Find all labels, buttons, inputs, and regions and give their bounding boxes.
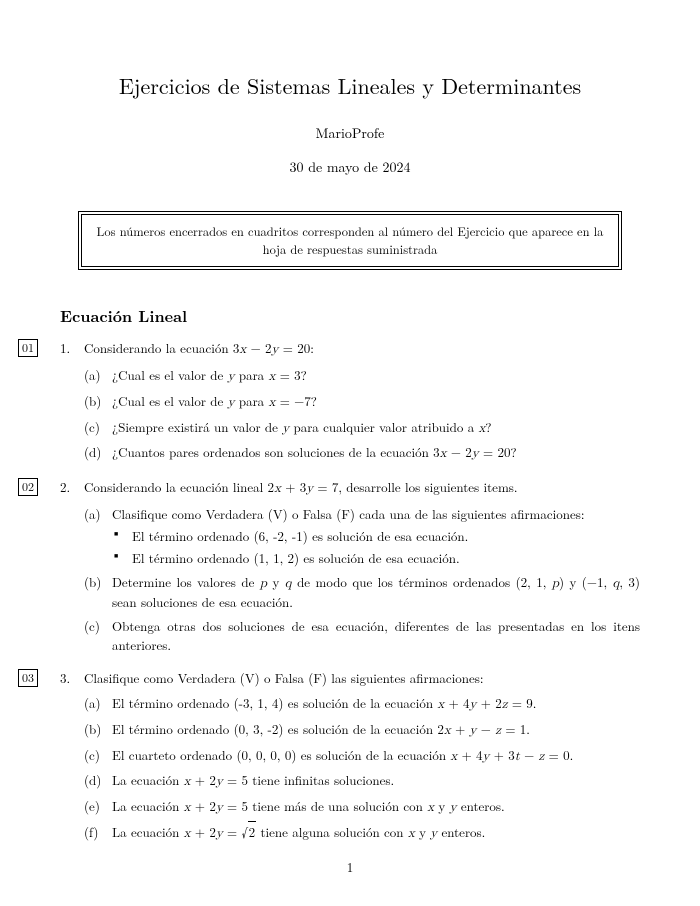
exercise-03: 03 3. Clasifique como Verdadera (V) o Fa… <box>60 669 640 844</box>
sub-item: (f) La ecuación x + 2y = √2 tiene alguna… <box>112 823 640 844</box>
sub-item-text: Clasifique como Verdadera (V) o Falsa (F… <box>112 504 585 523</box>
sub-item-label: (a) <box>84 366 101 385</box>
notice-text: Los números encerrados en cuadritos corr… <box>81 214 619 267</box>
sub-item: (a) El término ordenado (-3, 1, 4) es so… <box>112 694 640 715</box>
sub-item-label: (b) <box>84 720 101 739</box>
exercise-tag: 02 <box>18 478 38 496</box>
exercise-number: 1. <box>60 339 70 358</box>
exercise-intro: Considerando la ecuación lineal 2x + 3y … <box>84 477 518 496</box>
sub-item-text: La ecuación x + 2y = 5 tiene infinitas s… <box>112 770 394 789</box>
bullet-item: El término ordenado (1, 1, 2) es solució… <box>132 549 640 568</box>
sub-item: (c) ¿Siempre existirá un valor de y para… <box>112 418 640 439</box>
sub-item-label: (d) <box>84 443 101 462</box>
sub-item-label: (a) <box>84 694 101 713</box>
sub-item-label: (b) <box>84 573 101 592</box>
exercise-body: 2. Considerando la ecuación lineal 2x + … <box>60 478 640 655</box>
document-page: Ejercicios de Sistemas Lineales y Determ… <box>0 0 700 906</box>
exercise-subitems: (a) ¿Cual es el valor de y para x = 3? (… <box>84 366 640 464</box>
document-title: Ejercicios de Sistemas Lineales y Determ… <box>60 70 640 101</box>
page-number: 1 <box>0 857 700 876</box>
exercise-intro: Clasifique como Verdadera (V) o Falsa (F… <box>84 668 484 687</box>
sub-item-text: La ecuación x + 2y = 5 tiene más de una … <box>112 796 505 815</box>
sub-item-label: (c) <box>84 418 100 437</box>
sub-item-label: (d) <box>84 771 101 790</box>
document-date: 30 de mayo de 2024 <box>60 157 640 177</box>
sub-item-text: ¿Siempre existirá un valor de y para cua… <box>112 417 492 436</box>
sub-item: (d) La ecuación x + 2y = 5 tiene infinit… <box>112 771 640 792</box>
sub-item-label: (e) <box>84 797 100 816</box>
exercise-subitems: (a) Clasifique como Verdadera (V) o Fals… <box>84 505 640 655</box>
sub-item: (b) Determine los valores de p y q de mo… <box>112 573 640 613</box>
sub-item: (c) Obtenga otras dos soluciones de esa … <box>112 617 640 655</box>
sub-item-text: El cuarteto ordenado (0, 0, 0, 0) es sol… <box>112 745 573 764</box>
notice-box: Los números encerrados en cuadritos corr… <box>78 211 622 270</box>
sub-item-text: Obtenga otras dos soluciones de esa ecua… <box>112 616 640 654</box>
sub-item: (b) El término ordenado (0, 3, -2) es so… <box>112 720 640 741</box>
exercise-intro: Considerando la ecuación 3x − 2y = 20: <box>84 338 314 357</box>
sub-item-label: (b) <box>84 392 101 411</box>
sub-item-label: (a) <box>84 505 101 524</box>
sub-item-label: (c) <box>84 746 100 765</box>
exercise-number: 2. <box>60 478 70 497</box>
document-author: MarioProfe <box>60 123 640 143</box>
sub-item: (b) ¿Cual es el valor de y para x = −7? <box>112 392 640 413</box>
bullet-list: El término ordenado (6, -2, -1) es soluc… <box>112 527 640 568</box>
section-heading: Ecuación Lineal <box>60 304 640 327</box>
sub-item-text: ¿Cuantos pares ordenados son soluciones … <box>112 442 517 461</box>
sub-item-text: ¿Cual es el valor de y para x = 3? <box>112 365 307 384</box>
exercise-tag: 01 <box>18 339 38 357</box>
sub-item-text: ¿Cual es el valor de y para x = −7? <box>112 391 317 410</box>
sub-item: (e) La ecuación x + 2y = 5 tiene más de … <box>112 797 640 818</box>
sub-item-text: El término ordenado (-3, 1, 4) es soluci… <box>112 693 536 712</box>
sub-item: (a) Clasifique como Verdadera (V) o Fals… <box>112 505 640 568</box>
sub-item: (d) ¿Cuantos pares ordenados son solucio… <box>112 443 640 464</box>
sub-item-label: (c) <box>84 617 100 636</box>
sub-item-text: La ecuación x + 2y = √2 tiene alguna sol… <box>112 822 485 841</box>
sub-item: (a) ¿Cual es el valor de y para x = 3? <box>112 366 640 387</box>
bullet-item: El término ordenado (6, -2, -1) es soluc… <box>132 527 640 546</box>
sub-item: (c) El cuarteto ordenado (0, 0, 0, 0) es… <box>112 746 640 767</box>
sub-item-text: Determine los valores de p y q de modo q… <box>112 572 640 612</box>
exercise-body: 3. Clasifique como Verdadera (V) o Falsa… <box>60 669 640 844</box>
exercise-tag: 03 <box>18 669 38 687</box>
exercise-01: 01 1. Considerando la ecuación 3x − 2y =… <box>60 339 640 464</box>
sub-item-text: El término ordenado (0, 3, -2) es soluci… <box>112 719 530 738</box>
exercise-body: 1. Considerando la ecuación 3x − 2y = 20… <box>60 339 640 464</box>
exercise-number: 3. <box>60 669 70 688</box>
exercise-02: 02 2. Considerando la ecuación lineal 2x… <box>60 478 640 655</box>
exercise-subitems: (a) El término ordenado (-3, 1, 4) es so… <box>84 694 640 844</box>
sub-item-label: (f) <box>84 823 98 842</box>
